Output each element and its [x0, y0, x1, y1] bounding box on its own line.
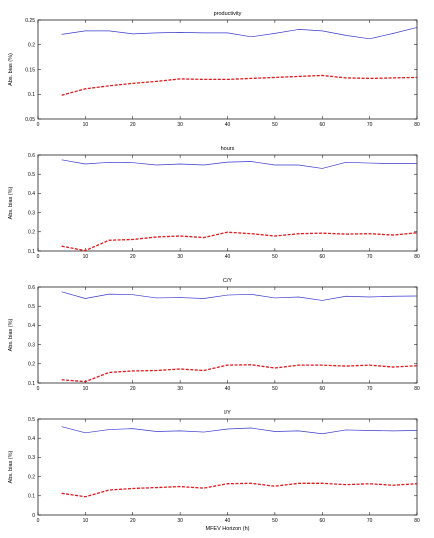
series-line-1 — [61, 426, 418, 435]
chart-title: productivity — [214, 11, 242, 17]
x-axis-label: MFEV Horizon (h) — [205, 526, 249, 532]
series-line-2 — [61, 482, 418, 498]
chart-panel-4: 0 10 20 30 40 50 60 70 80 0 0.1 0.2 0.3 0.4 0.5 I/Y Abs.… — [8, 410, 420, 532]
x-tick-label: 30 — [177, 254, 183, 260]
y-tick-label: 0.2 — [28, 230, 35, 236]
x-tick-label: 10 — [83, 122, 89, 128]
x-tick-label: 0 — [37, 254, 40, 260]
x-tick-label: 0 — [37, 386, 40, 392]
series-line-1 — [61, 27, 418, 40]
y-tick-label: 0 — [32, 513, 35, 519]
y-tick-label: 0.3 — [28, 455, 35, 461]
x-tick-label: 10 — [83, 386, 89, 392]
y-tick-label: 0.4 — [28, 436, 35, 442]
y-tick-label: 0.1 — [28, 249, 35, 255]
x-tick-label: 70 — [367, 254, 373, 260]
x-tick-label: 10 — [83, 518, 89, 524]
y-tick-label: 0.6 — [28, 153, 35, 159]
plot-frame — [37, 19, 418, 120]
x-tick-label: 40 — [225, 254, 231, 260]
x-tick-label: 40 — [225, 386, 231, 392]
x-tick-label: 70 — [367, 518, 373, 524]
y-tick-label: 0.1 — [28, 92, 35, 98]
y-tick-label: 0.1 — [28, 381, 35, 387]
x-tick-label: 50 — [272, 122, 278, 128]
x-tick-label: 10 — [83, 254, 89, 260]
y-tick-label: 0.6 — [28, 285, 35, 291]
x-tick-label: 80 — [414, 122, 420, 128]
chart-title: C/Y — [223, 278, 233, 284]
chart-panel-3: 0 10 20 30 40 50 60 70 80 0.1 0.2 0.3 0.4 0.5 0.6 C/Y Ab… — [8, 278, 420, 392]
y-tick-label: 0.3 — [28, 210, 35, 216]
y-axis-label: Abs. bias (%) — [8, 318, 14, 351]
x-tick-label: 30 — [177, 122, 183, 128]
x-tick-label: 0 — [37, 122, 40, 128]
y-axis-label: Abs. bias (%) — [8, 186, 14, 219]
x-tick-label: 40 — [225, 518, 231, 524]
x-tick-label: 50 — [272, 254, 278, 260]
chart-title: I/Y — [224, 410, 231, 416]
series-line-2 — [61, 364, 418, 383]
x-tick-label: 30 — [177, 518, 183, 524]
y-axis-label: Abs. bias (%) — [8, 53, 14, 86]
chart-title: hours — [221, 146, 235, 152]
plot-frame — [37, 154, 418, 252]
x-tick-label: 70 — [367, 122, 373, 128]
series-line-1 — [61, 159, 417, 169]
y-tick-label: 0.5 — [28, 417, 35, 423]
y-tick-label: 0.3 — [28, 342, 35, 348]
y-tick-label: 0.2 — [28, 43, 35, 49]
x-tick-label: 60 — [319, 122, 325, 128]
x-tick-label: 60 — [319, 386, 325, 392]
x-tick-label: 30 — [177, 386, 183, 392]
x-tick-label: 80 — [414, 518, 420, 524]
y-tick-label: 0.5 — [28, 304, 35, 310]
y-tick-label: 0.05 — [25, 117, 35, 123]
x-tick-label: 60 — [319, 518, 325, 524]
x-tick-label: 50 — [272, 518, 278, 524]
x-tick-label: 70 — [367, 386, 373, 392]
y-axis-label: Abs. bias (%) — [8, 450, 14, 483]
x-tick-label: 0 — [37, 518, 40, 524]
y-tick-label: 0.4 — [28, 191, 35, 197]
series-line-2 — [61, 231, 418, 252]
y-tick-label: 0.4 — [28, 323, 35, 329]
x-tick-label: 20 — [130, 122, 136, 128]
y-tick-label: 0.25 — [25, 18, 35, 24]
series-line-1 — [61, 291, 418, 301]
y-tick-label: 0.1 — [28, 494, 35, 500]
plot-frame — [37, 286, 418, 384]
y-tick-label: 0.2 — [28, 362, 35, 368]
x-tick-label: 80 — [414, 254, 420, 260]
plot-frame — [37, 418, 418, 516]
x-tick-label: 40 — [225, 122, 231, 128]
y-tick-label: 0.15 — [25, 67, 35, 73]
x-tick-label: 50 — [272, 386, 278, 392]
series-line-2 — [61, 74, 418, 96]
y-tick-label: 0.5 — [28, 172, 35, 178]
x-tick-label: 20 — [130, 386, 136, 392]
x-tick-label: 80 — [414, 386, 420, 392]
chart-panel-2: 0 10 20 30 40 50 60 70 80 0.1 0.2 0.3 0.4 0.5 0.6 hours… — [8, 146, 420, 260]
x-tick-label: 20 — [130, 254, 136, 260]
x-tick-label: 60 — [319, 254, 325, 260]
x-tick-label: 20 — [130, 518, 136, 524]
y-tick-label: 0.2 — [28, 474, 35, 480]
chart-panel-1: 0 10 20 30 40 50 60 70 80 0.05 0.1 0.15 0.2 0.25 produ… — [8, 11, 420, 128]
